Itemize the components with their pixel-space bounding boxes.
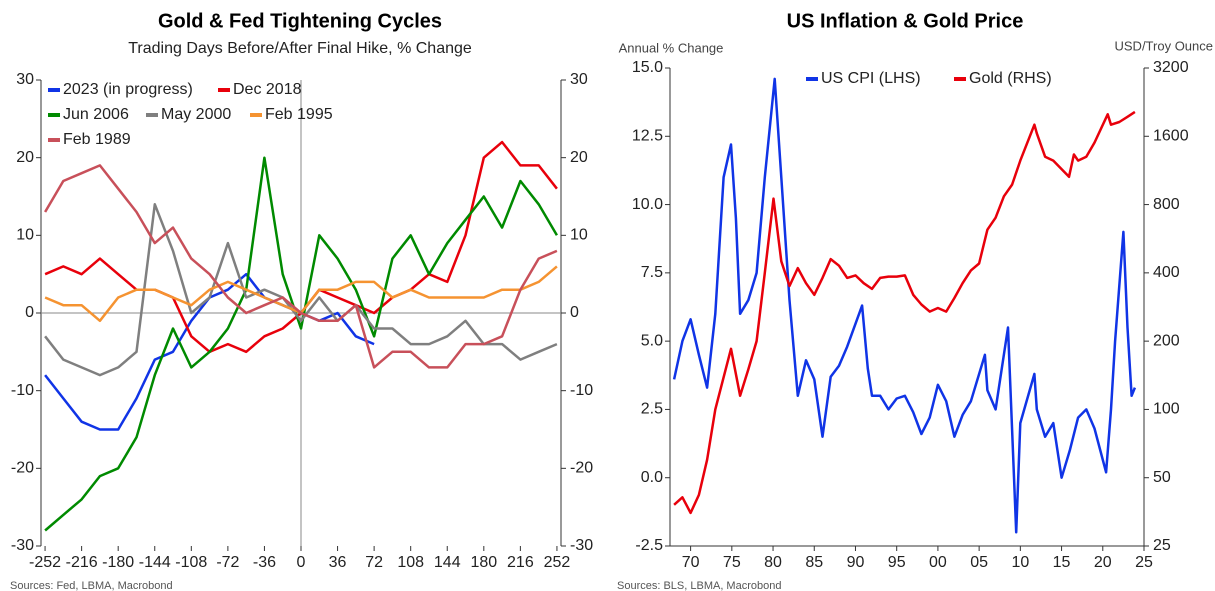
y2-tick-label: 50: [1153, 469, 1171, 486]
y-tick-label: 12.5: [632, 128, 663, 145]
x-tick-label: -144: [139, 554, 171, 571]
x-tick-label: 90: [847, 554, 865, 571]
x-tick-label: 10: [1011, 554, 1029, 571]
y2-tick-label: 25: [1153, 537, 1171, 554]
y2-tick-label: -30: [570, 537, 593, 554]
legend-label: 2023 (in progress): [63, 81, 193, 98]
x-tick-label: 05: [970, 554, 988, 571]
x-tick-label: 180: [470, 554, 497, 571]
y2-tick-label: 1600: [1153, 128, 1189, 145]
legend-label: Feb 1989: [63, 131, 131, 148]
y2-tick-label: 10: [570, 227, 588, 244]
legend-label: Feb 1995: [265, 106, 333, 123]
y-tick-label: 7.5: [641, 264, 663, 281]
series-line: [44, 203, 558, 377]
y2-tick-label: 3200: [1153, 59, 1189, 76]
x-tick-label: 20: [1094, 554, 1112, 571]
chart-subtitle: Trading Days Before/After Final Hike, % …: [128, 40, 472, 57]
y-axis-label: Annual % Change: [619, 40, 724, 55]
y-tick-label: -10: [11, 382, 34, 399]
legend-label: Dec 2018: [233, 81, 302, 98]
x-tick-label: 85: [805, 554, 823, 571]
source-note: Sources: Fed, LBMA, Macrobond: [10, 580, 173, 591]
x-tick-label: -72: [216, 554, 239, 571]
x-tick-label: 80: [764, 554, 782, 571]
x-tick-label: -252: [29, 554, 61, 571]
x-tick-label: -216: [66, 554, 98, 571]
chart-title: US Inflation & Gold Price: [787, 10, 1024, 32]
legend-label: May 2000: [161, 106, 231, 123]
series-line: [673, 110, 1136, 515]
y-tick-label: 10.0: [632, 196, 663, 213]
legend-label: Gold (RHS): [969, 70, 1052, 87]
legend-label: US CPI (LHS): [821, 70, 921, 87]
y2-tick-label: 100: [1153, 401, 1180, 418]
x-tick-label: 0: [297, 554, 306, 571]
x-tick-label: 25: [1135, 554, 1153, 571]
x-tick-label: 70: [682, 554, 700, 571]
y2-tick-label: 800: [1153, 196, 1180, 213]
y2-tick-label: 0: [570, 304, 579, 321]
x-tick-label: 108: [397, 554, 424, 571]
x-tick-label: 00: [929, 554, 947, 571]
y-tick-label: -30: [11, 537, 34, 554]
x-tick-label: 72: [365, 554, 383, 571]
series-line: [44, 164, 558, 369]
y2-axis-label: USD/Troy Ounce: [1115, 38, 1214, 53]
y-tick-label: 15.0: [632, 59, 663, 76]
y-tick-label: 0: [25, 304, 34, 321]
y2-tick-label: 200: [1153, 332, 1180, 349]
x-tick-label: 252: [544, 554, 571, 571]
y2-tick-label: 400: [1153, 264, 1180, 281]
y2-tick-label: 30: [570, 71, 588, 88]
x-tick-label: 144: [434, 554, 461, 571]
legend-label: Jun 2006: [63, 106, 129, 123]
source-note: Sources: BLS, LBMA, Macrobond: [617, 580, 781, 591]
y2-tick-label: -20: [570, 460, 593, 477]
series-line: [44, 156, 558, 532]
x-tick-label: -180: [102, 554, 134, 571]
y2-tick-label: 20: [570, 149, 588, 166]
chart-title: Gold & Fed Tightening Cycles: [158, 10, 442, 32]
x-tick-label: 36: [329, 554, 347, 571]
x-tick-label: 75: [723, 554, 741, 571]
x-tick-label: -108: [175, 554, 207, 571]
y-tick-label: -2.5: [635, 537, 663, 554]
y-tick-label: 20: [16, 149, 34, 166]
y2-tick-label: -10: [570, 382, 593, 399]
y-tick-label: -20: [11, 460, 34, 477]
x-tick-label: 15: [1053, 554, 1071, 571]
y-tick-label: 30: [16, 71, 34, 88]
series-line: [672, 77, 1137, 534]
y-tick-label: 2.5: [641, 401, 663, 418]
x-tick-label: -36: [253, 554, 276, 571]
x-tick-label: 95: [888, 554, 906, 571]
x-tick-label: 216: [507, 554, 534, 571]
y-tick-label: 10: [16, 227, 34, 244]
y-tick-label: 5.0: [641, 332, 663, 349]
y-tick-label: 0.0: [641, 469, 663, 486]
